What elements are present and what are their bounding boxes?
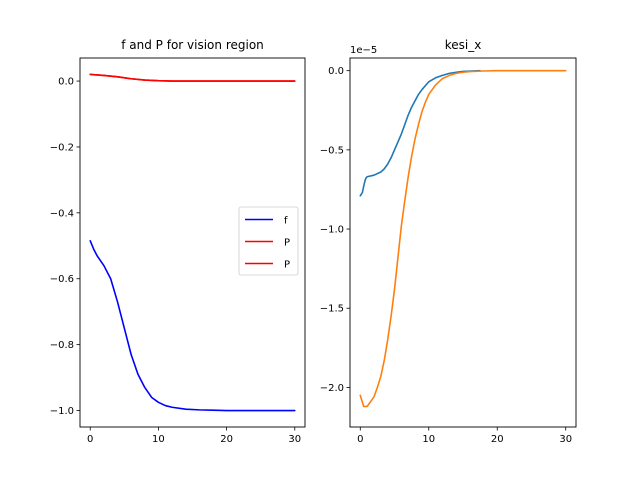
x-tick-label: 0 xyxy=(87,434,93,445)
legend-label-p-2: P xyxy=(284,260,290,271)
x-tick-label: 0 xyxy=(357,434,363,445)
axes-frame xyxy=(349,57,577,428)
y-tick-label: −1.0 xyxy=(50,406,74,417)
y-tick-label: −0.6 xyxy=(50,274,74,285)
subplot-f-and-p: f and P for vision region 0 10 20 30 0.0 −0.2… xyxy=(50,38,306,445)
y-tick-label: −0.5 xyxy=(320,145,344,156)
x-tick-label: 20 xyxy=(220,434,233,445)
subplot-title: kesi_x xyxy=(445,38,482,52)
x-tick-label: 10 xyxy=(152,434,165,445)
subplot-kesi-x: kesi_x 1e−5 0 10 20 30 0.0 −0.5 −1.0 −1.5 −2.0 xyxy=(320,38,577,445)
y-tick-label: −0.2 xyxy=(50,142,74,153)
y-tick-label: −0.8 xyxy=(50,340,74,351)
series-line-1-1 xyxy=(359,69,567,408)
x-tick-label: 30 xyxy=(288,434,301,445)
legend: f P P xyxy=(238,206,299,276)
x-tick-label: 10 xyxy=(422,434,435,445)
y-offset-label: 1e−5 xyxy=(350,45,377,56)
y-tick-label: −2.0 xyxy=(320,383,344,394)
series-line-0-0 xyxy=(89,240,296,412)
legend-label-f: f xyxy=(284,216,288,227)
y-tick-label: 0.0 xyxy=(58,77,74,88)
series-line-0-2 xyxy=(89,73,296,82)
y-tick-label: 0.0 xyxy=(328,66,344,77)
y-tick-label: −1.0 xyxy=(320,225,344,236)
series-line-1-0 xyxy=(359,69,481,197)
y-tick-label: −0.4 xyxy=(50,208,74,219)
subplot-title: f and P for vision region xyxy=(121,38,264,52)
legend-label-p: P xyxy=(284,238,290,249)
x-tick-label: 30 xyxy=(559,434,572,445)
x-tick-label: 20 xyxy=(491,434,504,445)
axes-frame xyxy=(79,57,306,428)
y-tick-label: −1.5 xyxy=(320,304,344,315)
